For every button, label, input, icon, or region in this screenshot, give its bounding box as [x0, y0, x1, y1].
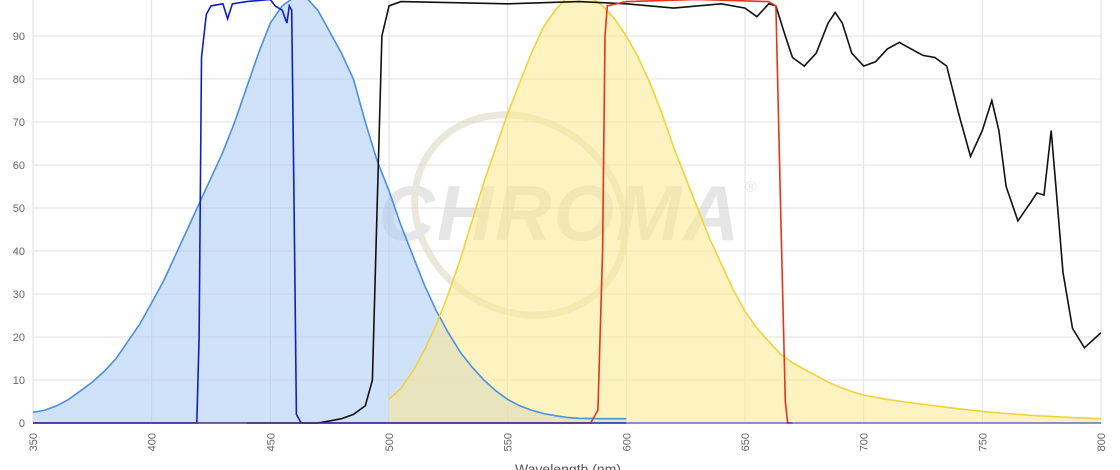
spectrum-line — [33, 0, 627, 424]
x-tick-label: 750 — [977, 433, 989, 451]
y-tick-label: 10 — [13, 375, 25, 387]
y-tick-label: 80 — [13, 74, 25, 86]
x-tick-label: 400 — [147, 433, 159, 451]
spectrum-line — [33, 0, 627, 420]
spectrum-area — [389, 0, 1101, 423]
y-tick-label: 40 — [13, 246, 25, 258]
y-tick-label: 20 — [13, 332, 25, 344]
spectrum-area — [33, 0, 627, 423]
y-tick-label: 30 — [13, 289, 25, 301]
x-axis-label: Wavelength (nm) — [515, 461, 621, 470]
spectrum-line — [33, 0, 793, 424]
x-tick-label: 550 — [503, 433, 515, 451]
x-tick-label: 450 — [265, 433, 277, 451]
x-tick-label: 700 — [859, 433, 871, 451]
y-tick-label: 0 — [19, 418, 25, 430]
x-tick-label: 650 — [740, 433, 752, 451]
y-tick-label: 70 — [13, 117, 25, 129]
x-tick-label: 350 — [28, 433, 40, 451]
spectrum-line — [388, 0, 1101, 420]
spectrum-line — [246, 0, 1101, 424]
watermark-mark: ® — [745, 179, 757, 196]
x-tick-label: 600 — [621, 433, 633, 451]
y-tick-label: 90 — [13, 31, 25, 43]
x-tick-label: 800 — [1096, 433, 1108, 451]
y-tick-label: 60 — [13, 160, 25, 172]
x-tick-label: 500 — [384, 433, 396, 451]
y-tick-label: 50 — [13, 203, 25, 215]
